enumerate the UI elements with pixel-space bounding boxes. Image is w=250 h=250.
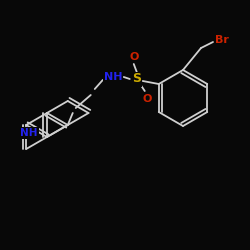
Text: O: O (129, 52, 138, 62)
Text: NH: NH (20, 128, 38, 138)
Text: S: S (132, 72, 141, 86)
Text: O: O (142, 94, 152, 104)
Text: Br: Br (215, 35, 229, 45)
Text: NH: NH (104, 72, 122, 82)
